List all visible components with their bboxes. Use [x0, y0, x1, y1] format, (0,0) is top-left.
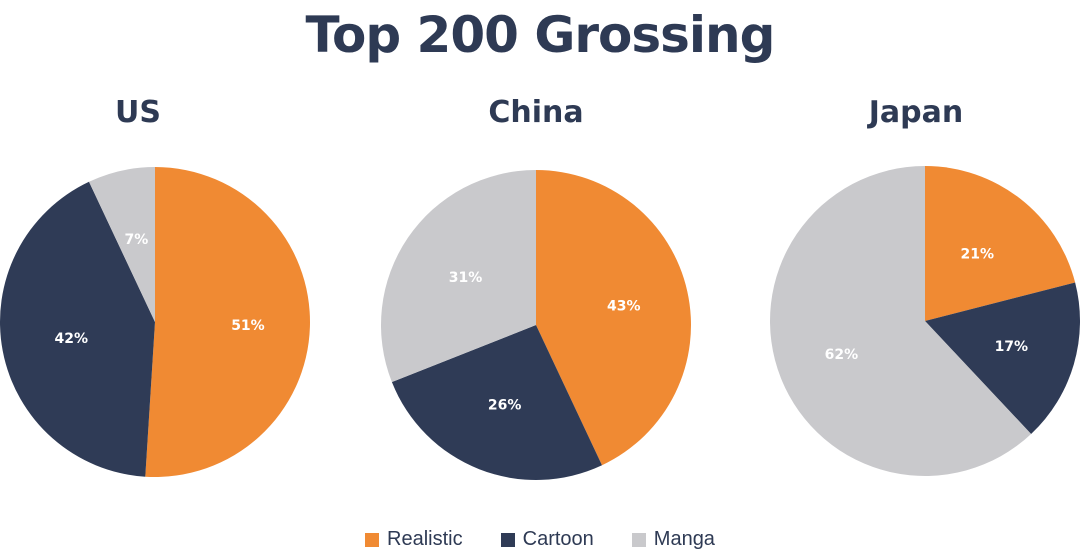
chart-title: US [115, 95, 161, 130]
legend-item-manga: Manga [631, 528, 715, 551]
slice-label: 51% [231, 318, 265, 334]
pie-chart-us: US 51% 42% 7% [0, 95, 310, 478]
pie-slice-manga [89, 167, 155, 322]
pie-slice-manga [770, 166, 1032, 476]
slice-label: 21% [960, 247, 994, 263]
slice-label: 26% [488, 397, 522, 413]
legend-label-realistic: Realistic [387, 528, 463, 550]
legend-label-cartoon: Cartoon [522, 528, 594, 550]
pie-slice-realistic [536, 170, 691, 466]
pie-slice-cartoon [0, 181, 155, 477]
pie-slice-realistic [145, 167, 310, 478]
slice-label: 7% [125, 232, 149, 248]
chart-title: Japan [867, 95, 963, 130]
legend-swatch-manga [631, 532, 646, 547]
pie-slice-cartoon [925, 282, 1080, 434]
slice-label: 43% [607, 298, 641, 314]
pie-chart-china: China 43% 26% 31% [381, 95, 691, 481]
legend-item-cartoon: Cartoon [500, 528, 594, 551]
legend-swatch-cartoon [500, 532, 515, 547]
page-title: Top 200 Grossing [305, 6, 776, 64]
pie-slice-realistic [925, 166, 1076, 321]
slice-label: 62% [825, 347, 859, 363]
slice-label: 17% [995, 339, 1029, 355]
pie-slice-cartoon [391, 325, 602, 481]
pie-slice-manga [381, 169, 536, 383]
slice-label: 42% [55, 331, 89, 347]
legend: Realistic Cartoon Manga [0, 528, 1080, 551]
pie-chart-japan: Japan 21% 17% 62% [770, 95, 1080, 476]
chart-title: China [488, 95, 583, 130]
legend-item-realistic: Realistic [365, 528, 463, 551]
legend-swatch-realistic [365, 532, 380, 547]
slice-label: 31% [449, 270, 483, 286]
legend-label-manga: Manga [653, 528, 715, 550]
